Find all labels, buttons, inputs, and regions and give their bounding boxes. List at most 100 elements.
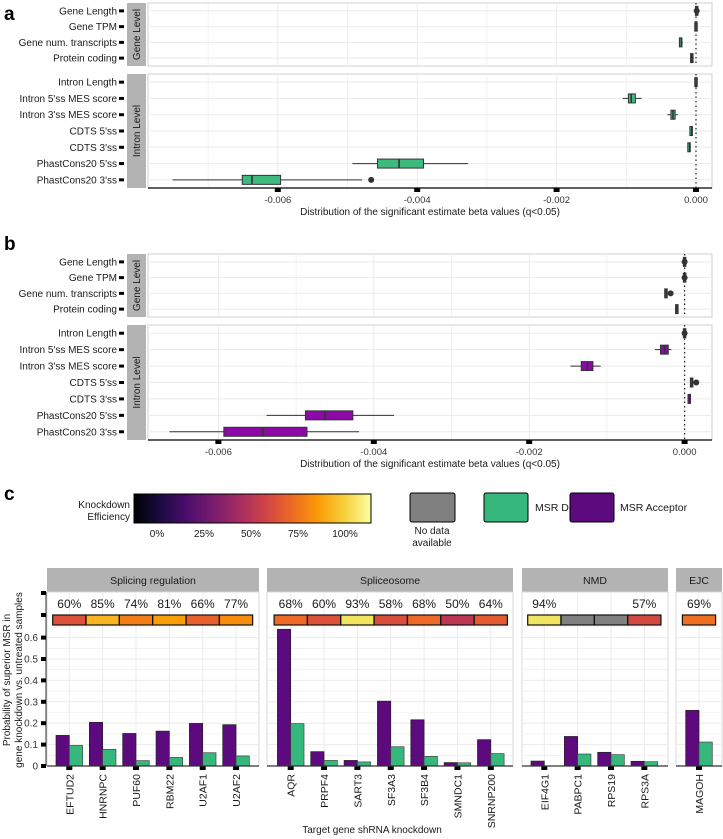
bar-msr-acceptor [122, 733, 137, 767]
box-outlier [667, 290, 674, 297]
facet-intron-level: Intron Level Intron Length Intron 5'ss MES… [20, 324, 713, 441]
facet-intron-level: Intron Level Intron Length Intron 5'ss MES… [20, 73, 713, 189]
facet-strip [127, 254, 146, 317]
facet-strip [676, 568, 722, 592]
knockdown-percent: 58% [379, 597, 403, 611]
knockdown-cell [218, 614, 254, 626]
x-tick [133, 766, 139, 770]
facet-strip [127, 3, 146, 66]
no-data-label: No data [414, 526, 449, 537]
y-axis-title-line: gene knockdown vs. untreated samples [14, 592, 25, 768]
panel-label-a: a [4, 4, 15, 25]
msr-acceptor-label: MSR Acceptor [620, 502, 688, 514]
bar-msr-donor [290, 723, 305, 767]
x-tick [166, 766, 173, 770]
box-outlier [681, 274, 688, 281]
x-tick [693, 188, 699, 192]
bar-msr-acceptor [343, 760, 358, 767]
x-tick [66, 766, 73, 770]
knockdown-cell [152, 614, 187, 626]
box-outlier [693, 379, 700, 386]
x-tick [526, 440, 533, 444]
row-label: CDTS 5'ss [70, 127, 117, 138]
panel-label-b: b [4, 234, 16, 255]
facet-gene-level: Gene Level Gene Length Gene TPM Gene num. t… [19, 253, 713, 318]
box [304, 410, 354, 421]
y-tick [41, 721, 46, 726]
knockdown-percent: 64% [479, 597, 503, 611]
x-tick [199, 766, 206, 770]
gene-label: SNRNP200 [486, 774, 498, 828]
x-tick-label: -0.006 [264, 195, 291, 206]
row-label: Intron Length [58, 329, 117, 340]
gene-label: HNRNPC [98, 774, 110, 819]
row-tick [119, 113, 124, 117]
box-outlier [368, 176, 375, 183]
x-tick [541, 766, 548, 770]
bar-msr-donor [202, 752, 217, 767]
y-tick-label: 0 [32, 762, 38, 773]
knockdown-percent: 57% [632, 597, 656, 611]
knockdown-cell [593, 614, 629, 626]
row-label: Gene num. transcripts [19, 289, 117, 300]
x-tick-label: -0.006 [205, 447, 232, 458]
knockdown-cell [185, 614, 220, 626]
x-axis-title: Distribution of the significant estimate… [300, 459, 560, 470]
bar-msr-acceptor [597, 751, 612, 767]
x-tick [421, 766, 428, 770]
bar-msr-donor [423, 756, 438, 767]
bar-msr-donor [135, 760, 150, 767]
facet-strip-label: NMD [583, 575, 607, 587]
x-tick [696, 766, 702, 770]
bar-msr-acceptor [477, 739, 492, 767]
x-tick [454, 766, 461, 770]
y-tick-label: 0.6 [24, 633, 38, 644]
msr-donor-swatch [483, 492, 529, 523]
x-tick-label: -0.004 [404, 195, 431, 206]
facet-strip-label: Gene Level [132, 260, 143, 311]
box [223, 426, 308, 437]
facet-strip [47, 568, 259, 592]
legend-title-line: Efficiency [87, 512, 130, 523]
row-label: Intron 3'ss MES score [20, 110, 118, 121]
bar-msr-donor [698, 741, 713, 767]
bar-msr-donor [490, 753, 505, 767]
knockdown-percent: 69% [687, 597, 711, 611]
row-label: Gene num. transcripts [19, 38, 117, 49]
x-tick [574, 766, 581, 770]
row-label: Protein coding [53, 305, 117, 316]
x-tick [370, 440, 377, 444]
bar-msr-acceptor [222, 724, 237, 767]
bar-msr-donor [390, 746, 405, 767]
y-tick-label: 0.5 [24, 655, 38, 666]
row-label: Gene Length [59, 257, 117, 268]
bar-msr-acceptor [189, 723, 204, 767]
knockdown-percent: 93% [345, 597, 369, 611]
x-axis-title: Distribution of the significant estimate… [300, 207, 560, 218]
row-tick [119, 413, 124, 417]
row-label: PhastCons20 5'ss [37, 411, 117, 422]
x-tick [99, 766, 106, 770]
row-tick [119, 162, 124, 166]
row-tick [119, 348, 124, 352]
knockdown-cell [340, 614, 375, 626]
row-label: Protein coding [53, 54, 117, 65]
row-label: Gene TPM [69, 273, 117, 284]
gene-label: U2AF1 [198, 774, 210, 807]
y-tick-label: 0.3 [24, 697, 38, 708]
msr-acceptor-swatch [569, 492, 615, 523]
x-tick [274, 188, 281, 192]
x-tick [215, 440, 222, 444]
legend-title-line: Knockdown [78, 500, 130, 511]
gene-label: EFTUD2 [64, 774, 76, 815]
gene-label: SART3 [352, 774, 364, 808]
y-tick-label: 0.4 [24, 676, 38, 687]
x-tick-label: -0.002 [516, 447, 543, 458]
row-tick [119, 25, 124, 29]
bar-msr-acceptor [685, 710, 700, 767]
x-tick [321, 766, 328, 770]
y-tick [41, 678, 46, 683]
bar-msr-donor [169, 757, 184, 767]
